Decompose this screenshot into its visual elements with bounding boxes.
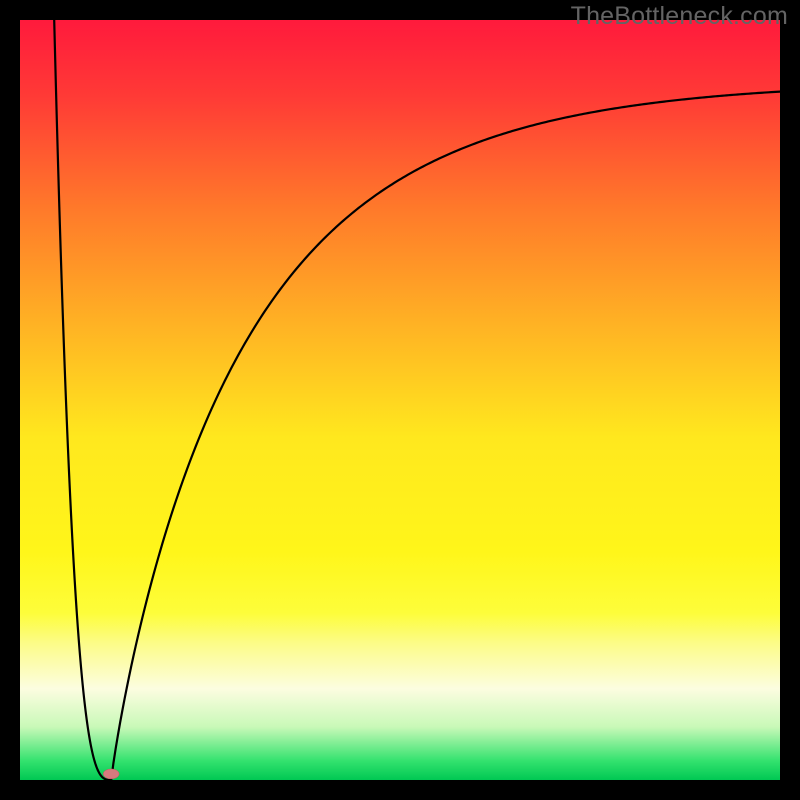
chart-background	[20, 20, 780, 780]
chart-svg	[0, 0, 800, 800]
chart-frame: TheBottleneck.com	[0, 0, 800, 800]
minimum-marker	[103, 769, 119, 779]
watermark-text: TheBottleneck.com	[571, 2, 788, 31]
